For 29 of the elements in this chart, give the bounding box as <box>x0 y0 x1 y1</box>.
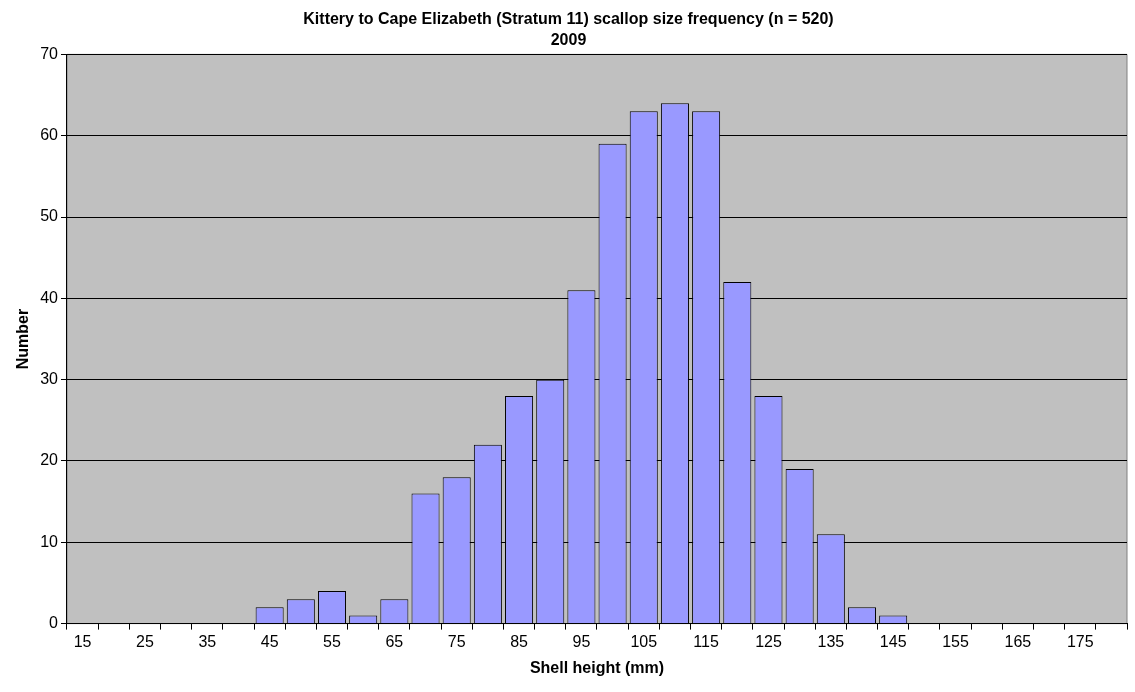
x-axis-title: Shell height (mm) <box>529 658 665 676</box>
y-tick-label: 70 <box>40 44 59 62</box>
x-tick-label: 35 <box>198 632 217 650</box>
y-tick-label: 60 <box>40 126 59 144</box>
chart-title: Kittery to Cape Elizabeth (Stratum 11) scallop size frequency (n = 520) <box>303 10 834 28</box>
x-tick-label: 85 <box>510 632 529 650</box>
x-tick-label: 105 <box>630 632 658 650</box>
y-axis-title: Number <box>14 308 32 370</box>
x-tick-label: 65 <box>385 632 404 650</box>
x-tick-label: 115 <box>693 632 719 650</box>
x-tick-label: 95 <box>572 632 591 650</box>
x-tick-label: 55 <box>323 632 341 650</box>
x-tick-label: 155 <box>942 632 969 650</box>
x-tick-label: 15 <box>73 632 92 650</box>
chart-subtitle: 2009 <box>550 31 587 49</box>
y-tick-label: 30 <box>40 370 59 388</box>
y-tick-label: 40 <box>40 288 59 306</box>
y-tick-label: 0 <box>49 614 59 632</box>
x-tick-label: 125 <box>755 632 782 650</box>
y-tick-label: 50 <box>40 207 59 225</box>
x-tick-label: 145 <box>879 632 907 650</box>
x-tick-label: 75 <box>447 632 466 650</box>
x-tick-label: 165 <box>1004 632 1032 650</box>
x-tick-label: 45 <box>260 632 279 650</box>
y-tick-label: 10 <box>40 532 59 550</box>
x-tick-label: 135 <box>817 632 845 650</box>
x-tick-label: 25 <box>136 632 154 650</box>
x-tick-label: 175 <box>1066 632 1094 650</box>
y-tick-label: 20 <box>40 451 59 469</box>
